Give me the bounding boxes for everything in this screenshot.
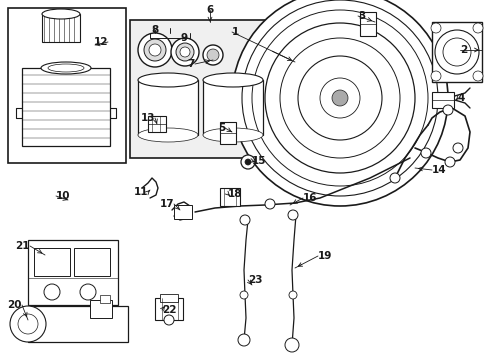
Circle shape <box>287 210 297 220</box>
Bar <box>155 298 183 320</box>
Circle shape <box>143 39 165 61</box>
Circle shape <box>138 33 172 67</box>
Circle shape <box>18 314 38 334</box>
Circle shape <box>44 284 60 300</box>
Bar <box>203 80 263 135</box>
Text: 7: 7 <box>187 59 195 69</box>
Text: 16: 16 <box>303 193 317 203</box>
Ellipse shape <box>41 62 91 74</box>
Bar <box>220 188 240 206</box>
Circle shape <box>319 78 359 118</box>
Ellipse shape <box>203 73 263 87</box>
Ellipse shape <box>138 73 198 87</box>
Circle shape <box>472 23 482 33</box>
Ellipse shape <box>138 128 198 142</box>
Text: 13: 13 <box>140 113 155 123</box>
Circle shape <box>238 334 249 346</box>
Circle shape <box>244 159 250 165</box>
Circle shape <box>442 105 452 115</box>
Ellipse shape <box>42 9 80 19</box>
Circle shape <box>80 284 96 300</box>
Circle shape <box>434 30 478 74</box>
Bar <box>130 20 289 158</box>
Text: 3: 3 <box>357 11 365 21</box>
Circle shape <box>288 291 296 299</box>
Circle shape <box>176 43 194 61</box>
Circle shape <box>163 315 174 325</box>
Bar <box>174 205 192 219</box>
Circle shape <box>264 199 274 209</box>
Circle shape <box>149 44 161 56</box>
Circle shape <box>203 45 223 65</box>
Ellipse shape <box>48 64 84 72</box>
Text: 6: 6 <box>206 5 213 15</box>
Bar <box>74 248 110 276</box>
Circle shape <box>442 38 470 66</box>
Circle shape <box>331 90 347 106</box>
Text: 4: 4 <box>457 93 465 103</box>
Bar <box>34 248 70 276</box>
Circle shape <box>389 173 399 183</box>
Circle shape <box>430 71 440 81</box>
Text: 18: 18 <box>227 189 242 199</box>
Ellipse shape <box>203 128 263 142</box>
Text: 21: 21 <box>16 241 30 251</box>
Circle shape <box>241 155 254 169</box>
Text: 20: 20 <box>7 300 22 310</box>
Text: 23: 23 <box>247 275 262 285</box>
Bar <box>431 92 453 108</box>
Circle shape <box>420 148 430 158</box>
Text: 22: 22 <box>162 305 176 315</box>
Bar <box>359 12 375 36</box>
Circle shape <box>240 291 247 299</box>
Text: 11: 11 <box>133 187 148 197</box>
Bar <box>90 300 112 318</box>
Bar <box>138 80 198 135</box>
Circle shape <box>472 71 482 81</box>
Bar <box>22 68 110 146</box>
Circle shape <box>206 49 219 61</box>
Circle shape <box>10 306 46 342</box>
Circle shape <box>171 38 199 66</box>
Text: 1: 1 <box>231 27 239 37</box>
Circle shape <box>444 157 454 167</box>
Bar <box>220 122 236 144</box>
Text: 10: 10 <box>56 191 70 201</box>
Text: 15: 15 <box>251 156 266 166</box>
Bar <box>148 116 165 132</box>
Bar <box>42 14 80 42</box>
Circle shape <box>240 215 249 225</box>
Bar <box>28 306 128 342</box>
Text: 19: 19 <box>317 251 332 261</box>
Circle shape <box>231 0 447 206</box>
Circle shape <box>452 143 462 153</box>
Text: 9: 9 <box>180 33 187 43</box>
Circle shape <box>180 47 190 57</box>
Text: 14: 14 <box>431 165 446 175</box>
Text: 17: 17 <box>159 199 174 209</box>
Bar <box>160 294 178 302</box>
Bar <box>8 8 126 163</box>
Bar <box>100 295 110 303</box>
Text: 8: 8 <box>151 25 158 35</box>
Text: 2: 2 <box>459 45 467 55</box>
Circle shape <box>285 338 298 352</box>
Bar <box>28 240 118 305</box>
Bar <box>431 22 481 82</box>
Circle shape <box>430 23 440 33</box>
Text: 12: 12 <box>93 37 108 47</box>
Text: 5: 5 <box>217 123 224 133</box>
